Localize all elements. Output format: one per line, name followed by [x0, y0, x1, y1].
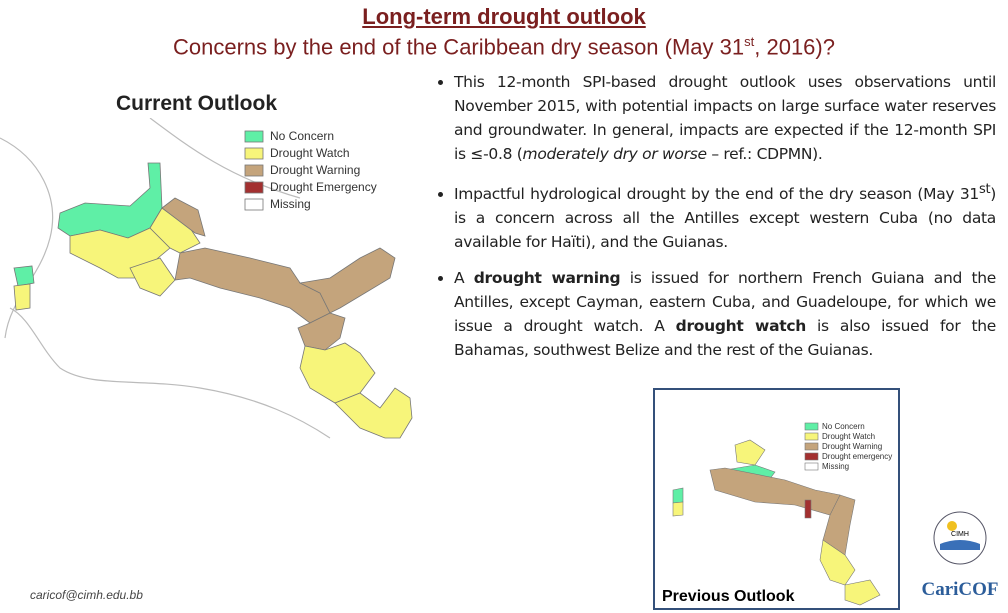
legend-label: Drought Warning: [822, 442, 882, 451]
logos: CIMH CariCOF: [921, 511, 999, 600]
legend-label: Drought Warning: [270, 163, 360, 177]
subtitle: Concerns by the end of the Caribbean dry…: [0, 34, 1008, 60]
superscript: st: [744, 34, 755, 49]
bullet-list: This 12-month SPI-based drought outlook …: [430, 70, 996, 374]
legend-label: Drought Watch: [822, 432, 875, 441]
superscript: st: [978, 182, 991, 197]
legend-label: Missing: [270, 197, 311, 211]
legend-label: Drought Watch: [270, 146, 350, 160]
italic-text: moderately dry or worse: [522, 145, 707, 163]
text: A: [454, 269, 474, 288]
waves: [940, 540, 980, 550]
text: ) is a concern across all the Antilles e…: [454, 185, 996, 252]
text: Impactful hydrological drought by the en…: [454, 185, 979, 204]
email: caricof@cimh.edu.bb: [30, 588, 143, 602]
logo-text: CIMH: [951, 531, 969, 538]
cimh-logo: [933, 511, 987, 565]
previous-map: No Concern Drought Watch Drought Warning…: [672, 422, 892, 606]
previous-outlook-box: No Concern Drought Watch Drought Warning…: [653, 388, 900, 610]
current-outlook-label: Current Outlook: [116, 92, 277, 115]
bullet: This 12-month SPI-based drought outlook …: [454, 70, 996, 166]
text: is also issued for the Bahamas, southwes…: [454, 317, 997, 360]
sun: [947, 521, 957, 531]
text: is issued for northern French Guiana and…: [454, 269, 997, 336]
legend-label: Missing: [822, 462, 849, 471]
legend-label: Drought Emergency: [270, 180, 377, 194]
bullet: A drought warning is issued for northern…: [454, 266, 996, 362]
subtitle-text: Concerns by the end of the Caribbean dry…: [173, 34, 745, 60]
bold-text: drought warning: [473, 269, 621, 288]
legend-label: No Concern: [822, 422, 865, 431]
title: Long-term drought outlook: [362, 4, 646, 29]
current-map: No Concern Drought Watch Drought Warning…: [0, 118, 413, 439]
logo-text: CariCOF: [921, 579, 998, 600]
text: This 12-month SPI-based drought outlook …: [454, 73, 996, 163]
legend-label: No Concern: [270, 129, 334, 143]
previous-outlook-label: Previous Outlook: [662, 588, 795, 605]
bold-text: drought watch: [675, 317, 807, 336]
text: – ref.: CDPMN).: [706, 145, 823, 163]
legend-label: Drought emergency: [822, 452, 892, 461]
bullet: Impactful hydrological drought by the en…: [454, 178, 996, 254]
subtitle-text: , 2016)?: [754, 34, 835, 60]
